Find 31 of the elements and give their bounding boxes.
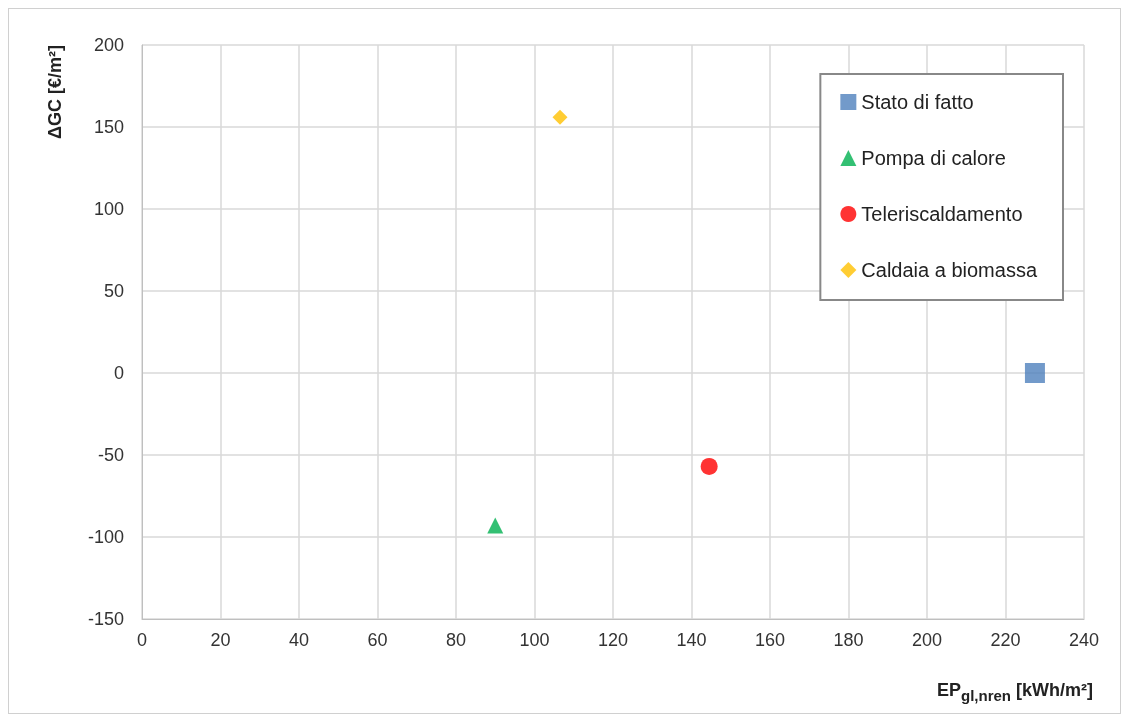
point xyxy=(487,517,504,534)
x-tick-label: 100 xyxy=(519,630,550,650)
point xyxy=(552,109,568,125)
legend-label: Stato di fatto xyxy=(861,91,974,113)
x-tick-label: 20 xyxy=(210,630,231,650)
legend-label: Pompa di calore xyxy=(861,147,1006,169)
y-tick-label: 50 xyxy=(103,281,124,301)
x-tick-label: 120 xyxy=(597,630,629,650)
x-tick-label: 180 xyxy=(833,630,864,650)
y-tick-label: -100 xyxy=(87,527,124,547)
point xyxy=(700,457,718,475)
y-tick-label: 200 xyxy=(93,35,124,55)
x-tick-label: 140 xyxy=(676,630,707,650)
y-tick-label: -50 xyxy=(97,445,124,465)
y-tick-label: 0 xyxy=(113,363,124,383)
x-tick-label: 220 xyxy=(990,630,1021,650)
x-tick-label: 60 xyxy=(367,630,388,650)
x-tick-label: 80 xyxy=(445,630,467,650)
point xyxy=(1024,363,1045,383)
legend-label: Teleriscaldamento xyxy=(861,203,1023,225)
legend-label: Caldaia a biomassa xyxy=(861,259,1038,281)
x-tick-label: 40 xyxy=(288,630,310,650)
y-tick-label: 150 xyxy=(93,117,124,137)
x-tick-label: 200 xyxy=(911,630,943,650)
y-axis-title: ΔGC [€/m²] xyxy=(45,45,65,139)
x-tick-label: 160 xyxy=(754,630,786,650)
y-tick-label: 100 xyxy=(93,199,124,219)
x-tick-label: 240 xyxy=(1068,630,1100,650)
x-tick-label: 0 xyxy=(136,630,148,650)
y-tick-label: -150 xyxy=(87,609,124,629)
x-axis-title: EP$_{gl,nren}$ [kWh/m²] xyxy=(936,680,1093,704)
